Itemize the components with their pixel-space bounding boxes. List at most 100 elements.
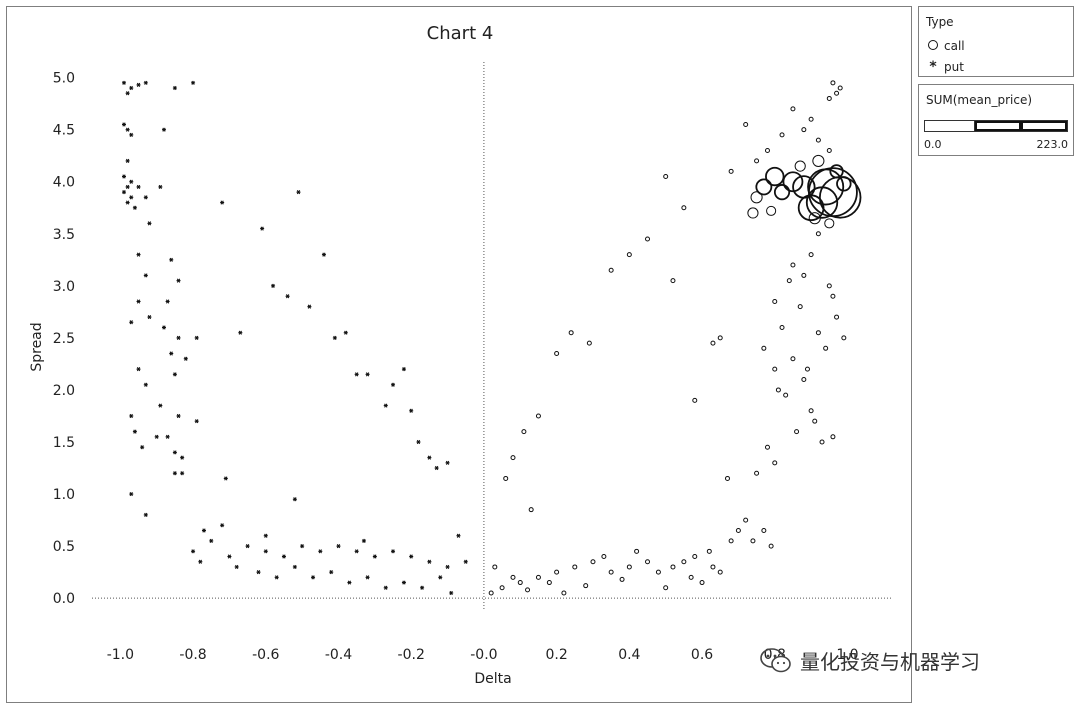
y-tick-label: 4.5 [53,123,75,139]
put-point [180,455,185,460]
put-point [245,544,250,549]
call-point [779,324,785,330]
circle-marker-icon [926,39,940,53]
put-point [129,320,134,325]
call-point [815,231,821,237]
call-point [535,413,541,419]
put-point [176,278,181,283]
chart-frame: Chart 4 Delta Spread -1.0 -0.8 -0.6 -0.4 -0.… [6,6,912,703]
put-point [180,471,185,476]
x-tick-label: 0.6 [691,647,713,663]
put-point [129,491,134,497]
y-tick-label: 5.0 [53,71,75,87]
put-point [143,512,148,517]
put-point [191,80,196,85]
put-point [438,575,443,580]
call-point [829,164,844,179]
put-point [191,549,196,554]
put-point [365,372,370,377]
call-point [670,278,676,284]
put-point [198,559,203,564]
put-point [234,564,239,570]
x-tick-label: -0.8 [179,647,206,663]
call-point [535,574,541,580]
call-point [728,538,734,544]
call-point [743,121,749,127]
call-point [601,554,607,560]
chart-title: Chart 4 [427,23,494,44]
put-point [336,544,341,549]
x-tick-label: 1.0 [836,647,858,663]
put-point [401,367,406,372]
call-point [768,543,774,549]
put-point [238,330,243,335]
put-point [318,549,323,554]
put-point [172,85,177,91]
put-point [140,445,145,450]
call-point [525,587,531,593]
put-point [449,590,454,596]
put-point [125,158,130,164]
size-bar-segment-medium [975,121,1021,131]
x-tick-label: -0.6 [252,647,279,663]
put-point [147,221,152,226]
call-point [826,147,832,153]
put-point [365,575,370,580]
put-point [129,85,134,91]
call-point [790,106,796,112]
call-point [488,590,494,596]
put-point [143,80,148,85]
put-point [125,200,130,205]
size-legend-min: 0.0 [924,138,942,151]
call-point [837,85,843,91]
call-point [510,574,516,580]
put-point [274,575,279,580]
call-point [819,439,825,445]
call-point [794,429,800,435]
call-point [634,548,640,554]
put-point [256,570,261,575]
call-point [692,397,698,403]
x-tick-label: -0.0 [470,647,497,663]
put-point [121,190,126,195]
put-point [143,382,148,387]
watermark-text: 量化投资与机器学习 [800,650,980,674]
scatter-chart: Chart 4 Delta Spread -1.0 -0.8 -0.6 -0.4 -0.… [29,23,892,687]
legend-item-put[interactable]: * put [926,60,964,74]
put-point [409,554,414,559]
y-tick-label: 0.5 [53,539,75,555]
call-point [619,576,625,582]
put-point [391,382,396,387]
put-point [372,554,377,559]
put-point [183,356,188,361]
legend-item-call[interactable]: call [926,39,965,53]
put-point [209,538,214,544]
put-point [132,429,137,434]
call-point [766,205,777,216]
call-point [554,569,560,575]
call-point [608,267,614,273]
call-point [755,178,773,196]
put-point [136,252,141,257]
put-point [125,127,130,132]
put-point [172,372,177,377]
call-point [772,366,778,372]
put-point [463,559,468,564]
put-point [125,184,130,190]
x-tick-label: 0.2 [545,647,567,663]
x-tick-label: -0.4 [325,647,352,663]
wechat-icon [760,647,791,672]
put-point [260,226,265,231]
put-point [220,523,225,528]
call-point [546,580,552,586]
put-point [292,497,297,502]
call-point [801,272,807,278]
call-point [681,559,687,565]
call-point [830,293,836,299]
put-point [194,419,199,424]
x-tick-label: -1.0 [107,647,134,663]
put-point [307,304,312,309]
call-point [747,207,759,219]
call-point [688,574,694,580]
size-legend: SUM(mean_price) 0.0 223.0 [918,84,1074,156]
